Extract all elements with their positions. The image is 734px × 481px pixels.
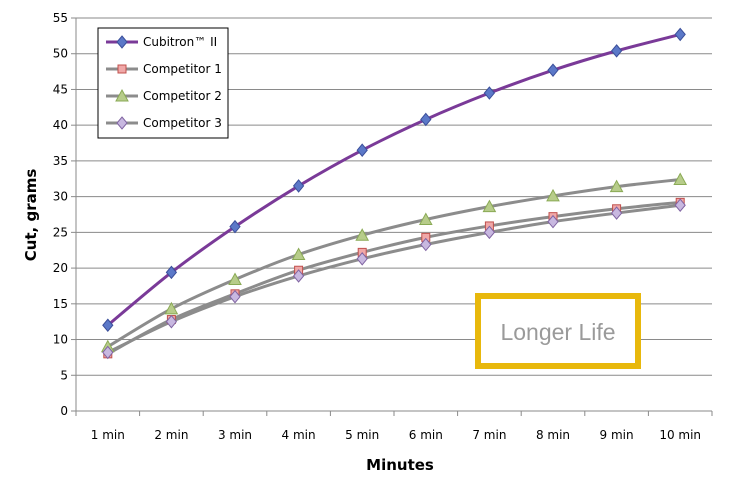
legend-marker: [115, 88, 129, 102]
callout: Longer Life: [475, 293, 641, 369]
y-tick-label: 50: [53, 47, 68, 61]
legend-label: Competitor 3: [143, 116, 222, 130]
data-point: [292, 179, 305, 193]
data-point: [356, 143, 368, 157]
data-point: [291, 247, 306, 261]
legend-label: Competitor 1: [143, 62, 222, 76]
series-line: [107, 203, 681, 354]
data-point: [229, 289, 241, 304]
x-tick-label: 6 min: [409, 428, 443, 442]
y-tick-label: 35: [53, 154, 68, 168]
data-point: [673, 172, 688, 185]
callout-text: Longer Life: [500, 319, 615, 345]
y-tick-label: 5: [60, 368, 68, 382]
y-tick-label: 10: [53, 333, 68, 347]
data-point: [164, 301, 179, 315]
data-point: [610, 44, 623, 58]
data-point: [420, 237, 432, 252]
data-point: [165, 265, 178, 280]
data-point: [674, 198, 686, 212]
data-point: [102, 318, 114, 333]
series-line: [107, 177, 681, 348]
data-point: [228, 272, 242, 286]
series-group: [100, 27, 688, 360]
data-point: [483, 225, 496, 240]
x-tick-label: 8 min: [536, 428, 570, 442]
legend-marker: [116, 116, 128, 130]
y-tick-label: 25: [53, 225, 68, 239]
data-point: [165, 314, 178, 329]
data-point: [229, 219, 241, 234]
legend: Cubitron™ II Competitor 1 Competitor 2 Comp…: [97, 27, 229, 139]
x-tick-label: 2 min: [154, 428, 188, 442]
data-point: [674, 27, 686, 42]
legend-label: Competitor 2: [143, 89, 222, 103]
series-line: [107, 200, 681, 356]
y-tick-label: 45: [53, 82, 68, 96]
axes: 0 5 10 15 20 25 30 35 40 45 50 55 1 min 2 min 3 min 4 m…: [53, 11, 713, 442]
x-axis-title: Minutes: [366, 456, 434, 474]
data-point: [356, 252, 368, 266]
x-tick-label: 1 min: [91, 428, 125, 442]
series-line: [106, 32, 681, 327]
data-point: [420, 112, 432, 127]
data-point: [292, 269, 305, 283]
y-axis-title: Cut, grams: [22, 169, 40, 262]
data-point: [547, 63, 559, 77]
legend-marker: [117, 64, 127, 74]
y-tick-label: 0: [60, 404, 68, 418]
data-point: [102, 345, 114, 360]
x-tick-label: 9 min: [600, 428, 634, 442]
data-point: [355, 228, 370, 241]
x-tick-label: 7 min: [472, 428, 506, 442]
data-point: [546, 188, 560, 202]
x-tick-label: 10 min: [659, 428, 701, 442]
data-point: [547, 214, 559, 229]
y-tick-label: 30: [53, 190, 68, 204]
y-tick-label: 55: [53, 11, 68, 25]
legend-label: Cubitron™ II: [143, 35, 217, 49]
data-point: [482, 199, 497, 213]
x-tick-label: 5 min: [345, 428, 379, 442]
y-tick-label: 15: [53, 297, 68, 311]
data-point: [609, 179, 624, 193]
data-point: [610, 206, 623, 220]
y-tick-label: 40: [53, 118, 68, 132]
callout-box: [475, 293, 641, 369]
data-point: [483, 86, 496, 100]
y-tick-label: 20: [53, 261, 68, 275]
data-point: [418, 212, 433, 226]
x-tick-label: 4 min: [282, 428, 316, 442]
legend-marker: [116, 35, 128, 49]
x-tick-label: 3 min: [218, 428, 252, 442]
